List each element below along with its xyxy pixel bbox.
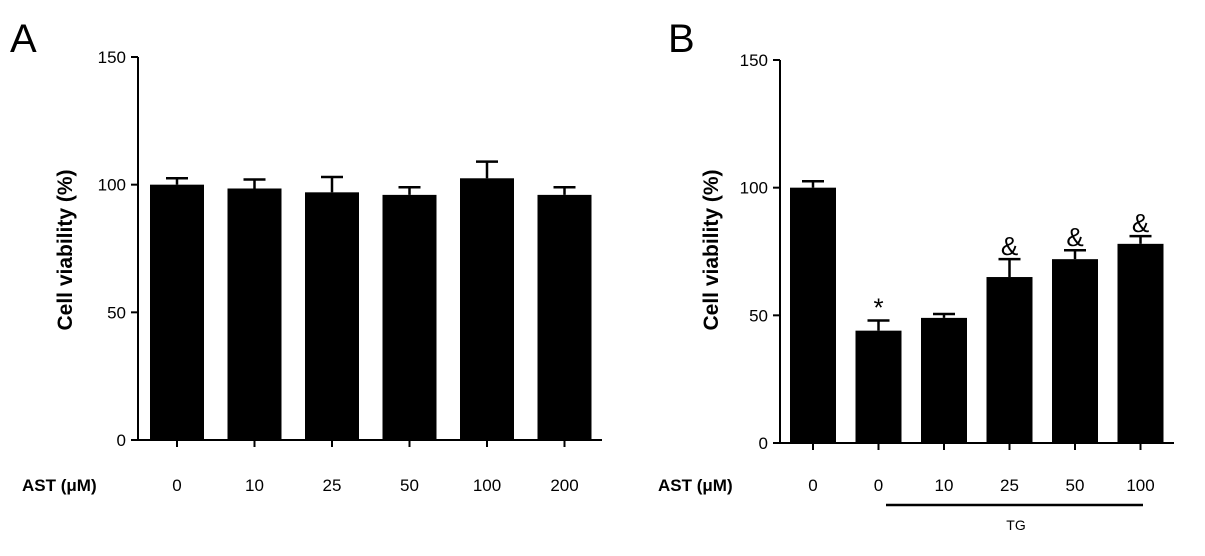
x-tick-label: 0 [808,476,817,495]
y-tick-label: 100 [98,176,126,195]
y-tick-label: 150 [98,48,126,67]
bar [1052,259,1098,443]
significance-marker: & [1001,231,1018,261]
panel-b-bars [790,187,1164,443]
x-tick-label: 100 [1126,476,1154,495]
bar [227,188,282,440]
panel-a: A Cell viability (%) AST (μM) 050100150 … [10,17,602,495]
y-tick-label: 50 [107,303,126,322]
bar [986,277,1033,443]
panel-b-x-tick-labels: 0 0 10 25 50 100 [808,476,1154,495]
bar [382,194,437,440]
panel-b-y-tick-labels: 0 50 100 150 [740,51,768,453]
significance-marker: & [1066,222,1083,252]
panel-a-error-bars [166,160,576,195]
bar [921,317,967,443]
x-tick-label: 10 [245,476,264,495]
y-tick-label: 150 [740,51,768,70]
significance-marker: & [1132,208,1149,238]
panel-a-x-axis-title: AST (μM) [22,476,97,495]
panel-a-bars [150,178,592,441]
panel-b-error-bars [802,180,1152,331]
panel-letter-a: A [10,17,37,61]
x-tick-label: 50 [400,476,419,495]
panel-a-x-ticks [176,440,566,447]
panel-letter-b: B [668,17,695,61]
bar [150,184,204,440]
x-tick-label: 25 [1000,476,1019,495]
x-tick-label: 25 [323,476,342,495]
bar [1117,243,1164,443]
y-tick-label: 50 [749,306,768,325]
panel-b-y-ticks [773,59,780,444]
panel-a-y-ticks [131,56,138,441]
bar [460,178,514,441]
significance-marker: * [873,292,883,322]
bar [790,187,836,443]
panel-b-annotations: * & & & [873,208,1149,322]
y-tick-label: 0 [759,434,768,453]
x-tick-label: 0 [874,476,883,495]
bar [537,194,592,440]
panel-a-y-axis-label: Cell viability (%) [54,169,77,330]
y-tick-label: 0 [117,431,126,450]
panel-a-y-tick-labels: 0 50 100 150 [98,48,126,450]
panel-b-group-label: TG [1006,517,1025,533]
x-tick-label: 10 [935,476,954,495]
y-tick-label: 100 [740,179,768,198]
panel-b-x-axis-title: AST (μM) [658,476,733,495]
panel-a-x-tick-labels: 0 10 25 50 100 200 [172,476,578,495]
x-tick-label: 0 [172,476,181,495]
x-tick-label: 100 [473,476,501,495]
panel-b-x-ticks [812,443,1142,450]
x-tick-label: 50 [1066,476,1085,495]
panel-b: B Cell viability (%) AST (μM) 050100150 … [658,17,1174,533]
panel-b-y-axis-label: Cell viability (%) [700,169,723,330]
x-tick-label: 200 [550,476,578,495]
bar [305,192,359,440]
bar [855,330,902,443]
